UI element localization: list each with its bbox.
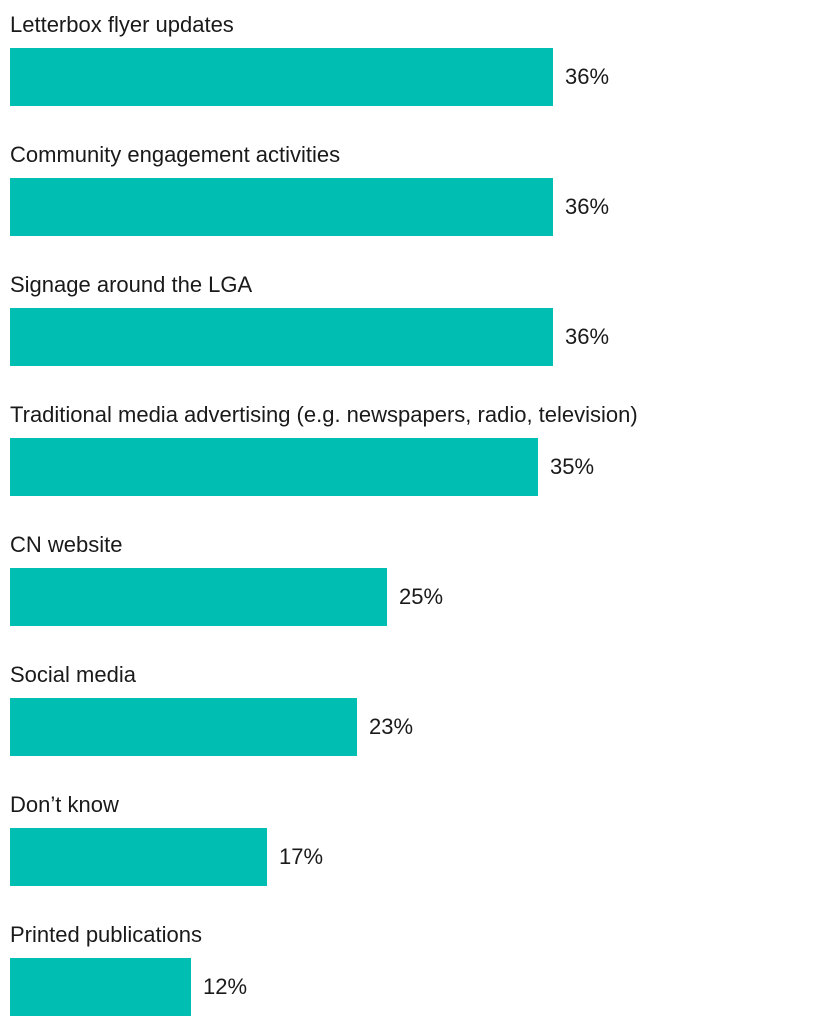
category-label: Community engagement activities [10, 142, 341, 167]
value-label: 25% [399, 584, 444, 609]
value-label: 36% [565, 194, 610, 219]
bar [10, 828, 267, 886]
category-label: CN website [10, 532, 123, 557]
bar [10, 48, 553, 106]
value-label: 23% [369, 714, 414, 739]
category-label: Don’t know [10, 792, 119, 817]
category-label: Letterbox flyer updates [10, 12, 234, 37]
bar [10, 698, 357, 756]
value-label: 17% [279, 844, 324, 869]
bar [10, 308, 553, 366]
bar [10, 178, 553, 236]
value-label: 36% [565, 64, 610, 89]
value-label: 35% [550, 454, 595, 479]
value-label: 36% [565, 324, 610, 349]
bar [10, 958, 191, 1016]
bar [10, 568, 387, 626]
bar [10, 438, 538, 496]
value-label: 12% [203, 974, 248, 999]
category-label: Social media [10, 662, 136, 687]
category-label: Traditional media advertising (e.g. news… [10, 402, 638, 427]
category-label: Signage around the LGA [10, 272, 253, 297]
category-label: Printed publications [10, 922, 203, 947]
